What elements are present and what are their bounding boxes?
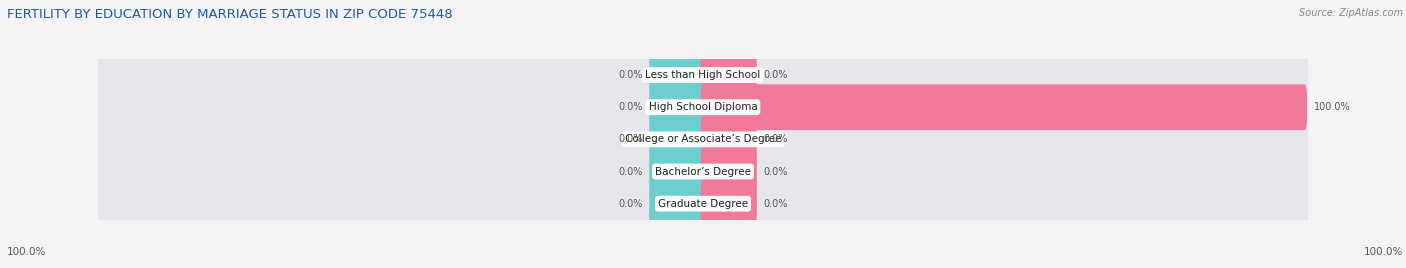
Text: 0.0%: 0.0% xyxy=(619,70,643,80)
Text: 0.0%: 0.0% xyxy=(619,166,643,177)
Text: 100.0%: 100.0% xyxy=(1364,247,1403,257)
Text: 100.0%: 100.0% xyxy=(7,247,46,257)
Text: Less than High School: Less than High School xyxy=(645,70,761,80)
FancyBboxPatch shape xyxy=(650,117,706,162)
FancyBboxPatch shape xyxy=(97,38,1309,112)
FancyBboxPatch shape xyxy=(700,84,1308,130)
Text: Source: ZipAtlas.com: Source: ZipAtlas.com xyxy=(1299,8,1403,18)
Text: College or Associate’s Degree: College or Associate’s Degree xyxy=(624,134,782,144)
FancyBboxPatch shape xyxy=(700,149,756,194)
FancyBboxPatch shape xyxy=(700,117,756,162)
FancyBboxPatch shape xyxy=(650,181,706,226)
Text: 0.0%: 0.0% xyxy=(619,134,643,144)
FancyBboxPatch shape xyxy=(650,52,706,98)
FancyBboxPatch shape xyxy=(700,52,756,98)
Text: High School Diploma: High School Diploma xyxy=(648,102,758,112)
FancyBboxPatch shape xyxy=(97,134,1309,209)
FancyBboxPatch shape xyxy=(700,181,756,226)
Text: 0.0%: 0.0% xyxy=(763,70,787,80)
Text: 0.0%: 0.0% xyxy=(763,199,787,209)
Text: 100.0%: 100.0% xyxy=(1313,102,1350,112)
FancyBboxPatch shape xyxy=(700,84,756,130)
FancyBboxPatch shape xyxy=(650,84,706,130)
FancyBboxPatch shape xyxy=(97,166,1309,241)
Text: 0.0%: 0.0% xyxy=(763,166,787,177)
Text: Graduate Degree: Graduate Degree xyxy=(658,199,748,209)
Text: 0.0%: 0.0% xyxy=(619,102,643,112)
Text: Bachelor’s Degree: Bachelor’s Degree xyxy=(655,166,751,177)
Text: FERTILITY BY EDUCATION BY MARRIAGE STATUS IN ZIP CODE 75448: FERTILITY BY EDUCATION BY MARRIAGE STATU… xyxy=(7,8,453,21)
FancyBboxPatch shape xyxy=(97,102,1309,177)
FancyBboxPatch shape xyxy=(97,70,1309,144)
Text: 0.0%: 0.0% xyxy=(763,134,787,144)
FancyBboxPatch shape xyxy=(650,149,706,194)
Text: 0.0%: 0.0% xyxy=(619,199,643,209)
